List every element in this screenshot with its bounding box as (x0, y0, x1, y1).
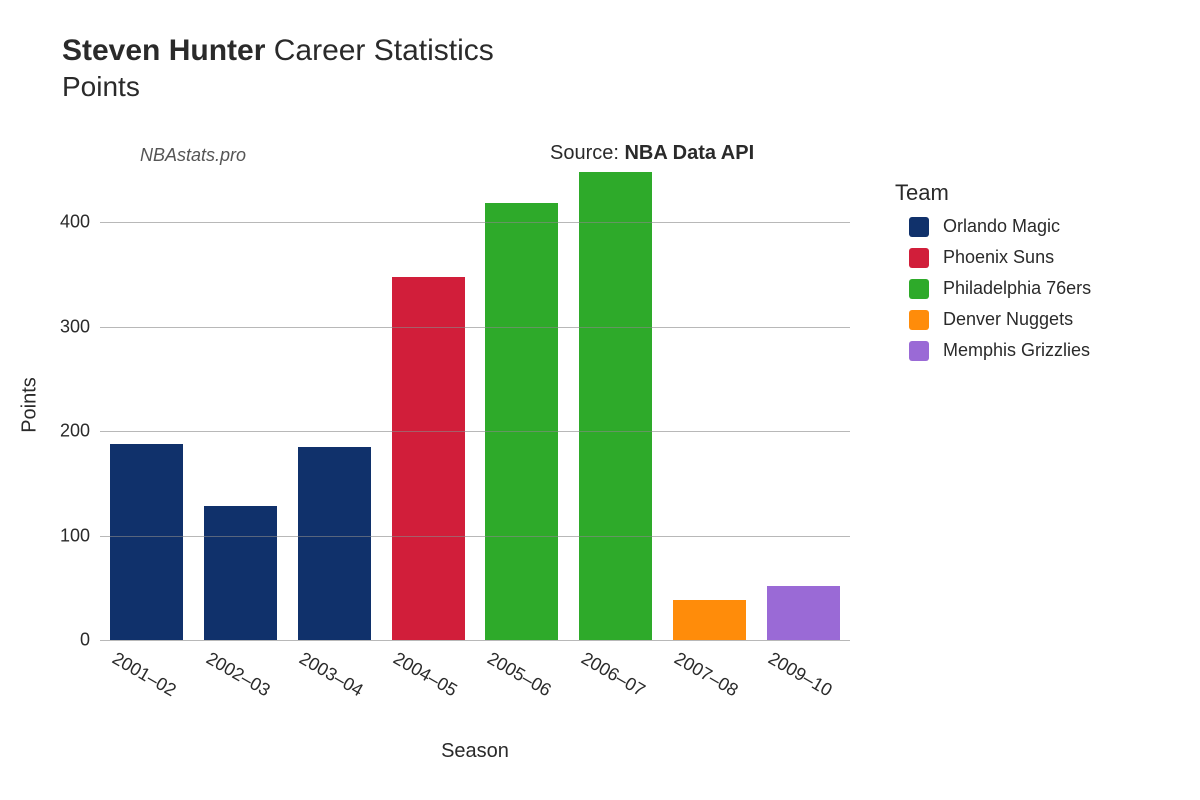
legend-swatch (909, 217, 929, 237)
bar (673, 600, 746, 640)
x-tick-label: 2009–10 (765, 648, 836, 701)
y-tick-label: 400 (60, 212, 90, 233)
bar (579, 172, 652, 640)
bars-layer (100, 170, 850, 640)
y-tick-label: 0 (80, 630, 90, 651)
legend-title: Team (895, 180, 1091, 206)
legend-items: Orlando Magic Phoenix Suns Philadelphia 76… (895, 216, 1091, 361)
source-attribution: Source: NBA Data API (550, 142, 754, 165)
x-tick-label: 2003–04 (296, 648, 367, 701)
x-tick-label: 2005–06 (483, 648, 554, 701)
legend-item: Philadelphia 76ers (895, 278, 1091, 299)
chart-subtitle: Points (62, 71, 494, 103)
legend-label: Phoenix Suns (943, 247, 1054, 268)
legend-label: Philadelphia 76ers (943, 278, 1091, 299)
bar (485, 203, 558, 640)
x-axis-label: Season (441, 740, 509, 763)
chart-title: Steven Hunter Career Statistics (62, 34, 494, 68)
bar (298, 447, 371, 640)
source-label: Source: (550, 142, 624, 164)
legend-item: Memphis Grizzlies (895, 340, 1091, 361)
watermark-text: NBAstats.pro (140, 145, 246, 166)
y-tick-label: 300 (60, 316, 90, 337)
legend: Team Orlando Magic Phoenix Suns Philadelph… (895, 180, 1091, 371)
title-player-name: Steven Hunter (62, 34, 265, 67)
x-tick-label: 2004–05 (390, 648, 461, 701)
x-tick-label: 2007–08 (671, 648, 742, 701)
source-value: NBA Data API (624, 142, 754, 164)
x-tick-label: 2006–07 (577, 648, 648, 701)
x-tick-label: 2001–02 (108, 648, 179, 701)
legend-swatch (909, 310, 929, 330)
legend-swatch (909, 279, 929, 299)
plot-area: 01002003004002001–022002–032003–042004–0… (100, 170, 850, 640)
gridline (100, 640, 850, 641)
bar (392, 277, 465, 640)
bar (204, 506, 277, 640)
gridline (100, 222, 850, 223)
gridline (100, 431, 850, 432)
chart-container: Steven Hunter Career Statistics Points N… (0, 0, 1200, 800)
y-tick-label: 200 (60, 421, 90, 442)
legend-swatch (909, 341, 929, 361)
legend-swatch (909, 248, 929, 268)
gridline (100, 536, 850, 537)
bar (767, 586, 840, 640)
bar (110, 444, 183, 640)
title-rest: Career Statistics (265, 34, 493, 67)
legend-label: Memphis Grizzlies (943, 340, 1090, 361)
legend-label: Denver Nuggets (943, 309, 1073, 330)
y-tick-label: 100 (60, 525, 90, 546)
y-axis-label: Points (19, 377, 42, 433)
legend-label: Orlando Magic (943, 216, 1060, 237)
legend-item: Denver Nuggets (895, 309, 1091, 330)
x-tick-label: 2002–03 (202, 648, 273, 701)
legend-item: Orlando Magic (895, 216, 1091, 237)
title-block: Steven Hunter Career Statistics Points (62, 34, 494, 103)
gridline (100, 327, 850, 328)
legend-item: Phoenix Suns (895, 247, 1091, 268)
